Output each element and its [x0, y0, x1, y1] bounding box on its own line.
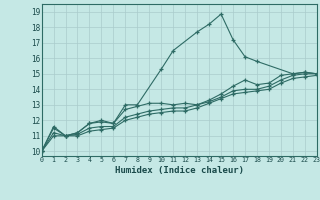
- X-axis label: Humidex (Indice chaleur): Humidex (Indice chaleur): [115, 166, 244, 175]
